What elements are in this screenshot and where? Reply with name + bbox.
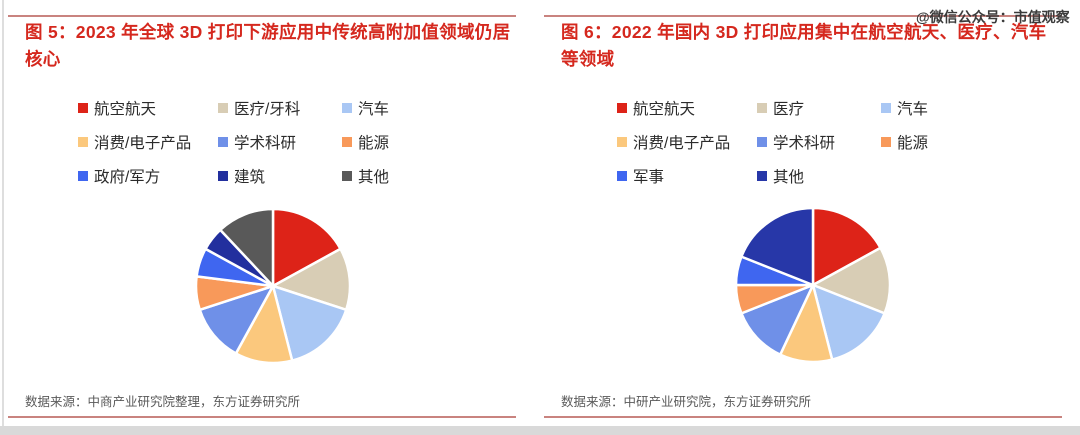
legend-label: 能源 [897,135,929,152]
legend-swatch-icon [617,137,627,147]
legend-label: 能源 [358,135,390,152]
figure-6-title: 图 6：2022 年国内 3D 打印应用集中在航空航天、医疗、汽车 等领域 [561,22,1047,69]
legend-label: 航空航天 [633,101,696,118]
legend-label: 学术科研 [234,135,297,152]
legend-swatch-icon [218,137,228,147]
legend-label: 消费/电子产品 [633,135,731,152]
pie-slice-8 [740,206,815,287]
legend-item: 能源 [342,131,389,153]
figure-6-bottom-rule [544,416,1062,418]
legend-label: 学术科研 [773,135,836,152]
legend-label: 航空航天 [94,101,157,118]
legend-item: 其他 [757,165,881,187]
legend-swatch-icon [218,171,228,181]
legend-swatch-icon [218,103,228,113]
legend-item: 消费/电子产品 [617,131,757,153]
legend-label: 消费/电子产品 [94,135,192,152]
legend-swatch-icon [881,103,891,113]
pie-slice-1 [271,207,342,288]
watermark: @微信公众号：市值观察 [916,9,1070,25]
figure-5-legend: 航空航天 医疗/牙科 汽车消费/电子产品 学术科研 能源政府/军方 建筑 其他 [78,97,389,187]
legend-item: 航空航天 [617,97,757,119]
legend-item: 医疗 [757,97,881,119]
legend-swatch-icon [757,103,767,113]
legend-swatch-icon [881,137,891,147]
legend-label: 医疗 [773,101,805,118]
figure-6-legend: 航空航天 医疗 汽车消费/电子产品 学术科研 能源军事 其他 [617,97,928,187]
pie-slice-2 [811,246,892,315]
legend-label: 军事 [633,169,665,186]
legend-swatch-icon [342,171,352,181]
legend-swatch-icon [78,137,88,147]
figure-5-pie-chart [190,203,356,369]
pie-slice-1 [811,206,882,287]
legend-swatch-icon [78,171,88,181]
legend-item: 军事 [617,165,757,187]
legend-item: 学术科研 [218,131,342,153]
figure-5-title: 图 5：2023 年全球 3D 打印下游应用中传统高附加值领域仍居 核心 [25,22,511,69]
legend-label: 政府/军方 [94,169,161,186]
legend-label: 建筑 [234,169,266,186]
pie-slice-9 [219,207,275,288]
figure-5-source: 数据来源：中商产业研究院整理，东方证券研究所 [25,395,301,409]
figure-5-bottom-rule [8,416,516,418]
legend-swatch-icon [342,137,352,147]
legend-swatch-icon [757,137,767,147]
page-left-edge [2,0,4,426]
pie-slice-3 [271,284,348,362]
pie-svg [194,207,352,365]
legend-swatch-icon [617,103,627,113]
legend-label: 汽车 [897,101,929,118]
legend-swatch-icon [617,171,627,181]
legend-label: 汽车 [358,101,390,118]
legend-swatch-icon [342,103,352,113]
figure-6-panel: 图 6：2022 年国内 3D 打印应用集中在航空航天、医疗、汽车 等领域 航空… [544,0,1062,426]
pie-slice-3 [811,283,886,361]
legend-item: 其他 [342,165,389,187]
legend-item: 建筑 [218,165,342,187]
figure-5-panel: 图 5：2023 年全球 3D 打印下游应用中传统高附加值领域仍居 核心 航空航… [8,0,516,426]
legend-label: 其他 [358,169,390,186]
legend-item: 消费/电子产品 [78,131,218,153]
legend-swatch-icon [78,103,88,113]
legend-label: 其他 [773,169,805,186]
legend-swatch-icon [757,171,767,181]
page-bottom-strip [0,426,1080,435]
legend-item: 能源 [881,131,928,153]
figure-6-source: 数据来源：中研产业研究院，东方证券研究所 [561,395,812,409]
legend-item: 航空航天 [78,97,218,119]
legend-item: 政府/军方 [78,165,218,187]
legend-item: 学术科研 [757,131,881,153]
legend-item: 汽车 [342,97,389,119]
figure-6-top-rule [544,15,1062,17]
figure-6-pie-chart [730,202,896,368]
legend-item: 医疗/牙科 [218,97,342,119]
figure-5-top-rule [8,15,516,17]
pie-svg [734,206,892,364]
legend-label: 医疗/牙科 [234,101,301,118]
legend-item: 汽车 [881,97,928,119]
